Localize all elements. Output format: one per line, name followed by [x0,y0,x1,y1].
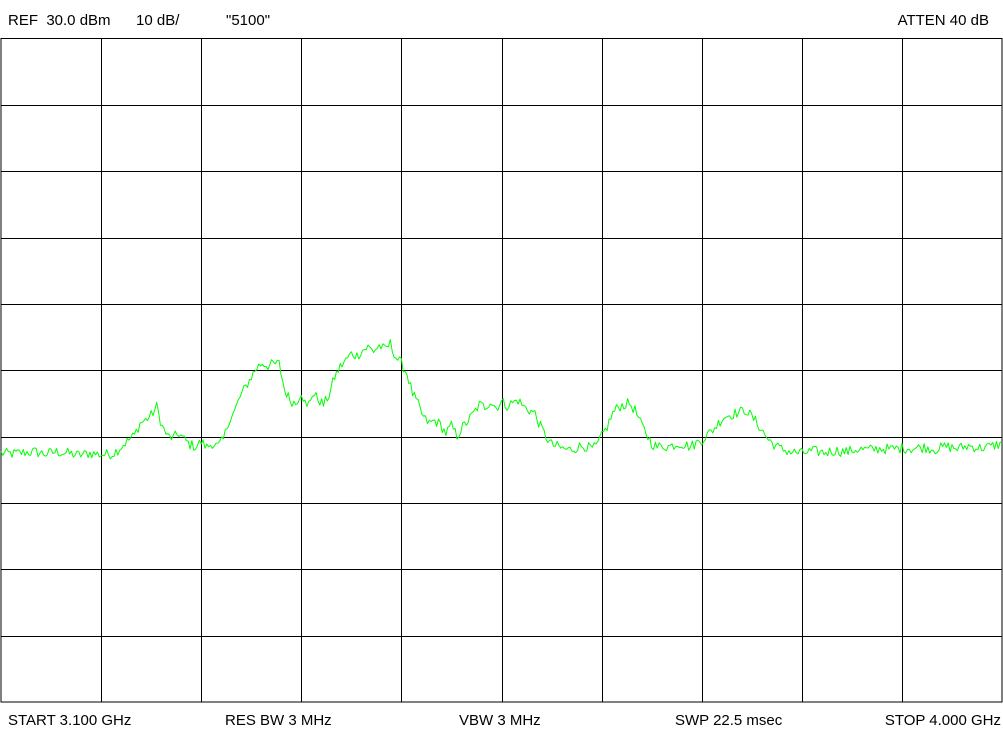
trace-title: "5100" [226,12,271,29]
stop-frequency-readout: STOP 4.000 GHz [884,712,1001,729]
video-bandwidth-readout: VBW 3 MHz [459,712,541,729]
ref-level-readout: REF 30.0 dBm [8,12,111,29]
sweep-time-readout: SWP 22.5 msec [675,712,783,729]
trace-layer [0,339,1003,460]
start-frequency-readout: START 3.100 GHz [8,712,132,729]
spectrum-display [0,38,1003,703]
spectrum-trace [0,339,1003,460]
scale-readout: 10 dB/ [136,12,180,29]
attenuation-readout: ATTEN 40 dB [897,12,989,29]
resolution-bandwidth-readout: RES BW 3 MHz [225,712,332,729]
graticule [0,38,1003,703]
